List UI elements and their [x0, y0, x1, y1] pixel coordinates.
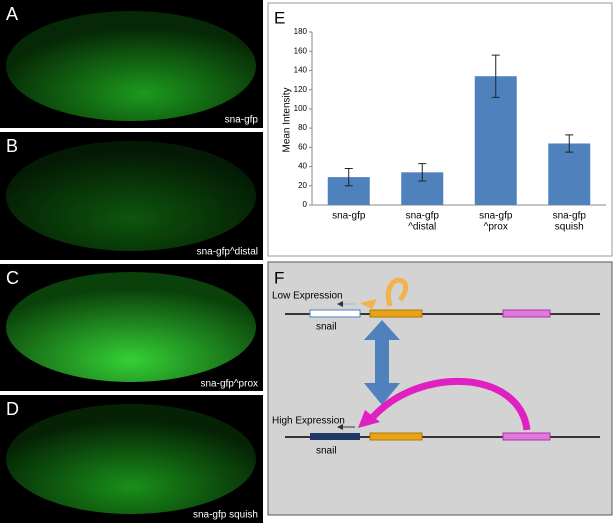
bar [548, 143, 591, 205]
label: snail [316, 446, 337, 457]
panel-label: E [274, 8, 285, 27]
label: Low Expression [272, 291, 343, 302]
error-bar [418, 163, 427, 182]
embryo [6, 272, 256, 382]
arrowhead [360, 299, 377, 309]
panel-label: F [274, 268, 284, 287]
caption: sna-gfp squish [193, 510, 258, 521]
diagram: Low Expression snail High Expression sna… [272, 277, 600, 457]
label: snail [316, 322, 337, 333]
gene-snail [309, 309, 361, 318]
x-tick-label: sna-gfp [332, 211, 366, 222]
x-tick-label: squish [555, 222, 584, 233]
y-tick-label: 100 [294, 104, 308, 113]
arrow [369, 377, 531, 431]
y-tick-label: 40 [298, 162, 307, 171]
y-tick-label: 60 [298, 142, 307, 151]
arrowhead [358, 410, 380, 428]
panel-label: B [6, 136, 18, 156]
double-arrow [364, 320, 400, 405]
y-tick-label: 80 [298, 123, 307, 132]
error-bar [344, 167, 353, 187]
x-tick-label: sna-gfp [479, 211, 513, 222]
enhancer-prox [502, 309, 551, 318]
caption: sna-gfp^distal [197, 247, 258, 258]
chart-frame [267, 2, 613, 257]
y-tick-label: 140 [294, 66, 308, 75]
y-tick-label: 20 [298, 181, 307, 190]
x-tick-label: ^prox [484, 222, 508, 233]
enhancer-prox [502, 432, 551, 441]
x-tick-label: ^distal [408, 222, 436, 233]
enhancer-distal [369, 309, 423, 318]
panel-label: A [6, 4, 18, 24]
error-bar [491, 54, 500, 98]
x-tick-label: sna-gfp [406, 211, 440, 222]
embryo [6, 141, 256, 251]
error-bar [565, 134, 574, 153]
panel-label: D [6, 399, 19, 419]
y-axis-label: Mean Intensity [282, 87, 293, 152]
y-tick-label: 0 [303, 200, 308, 209]
label: High Expression [272, 416, 345, 427]
caption: sna-gfp [225, 115, 259, 126]
image-panels [0, 0, 263, 523]
diagram-frame [267, 261, 613, 516]
gene-snail [310, 433, 360, 440]
y-tick-label: 160 [294, 46, 308, 55]
enhancer-distal [369, 432, 423, 441]
panel-label: C [6, 268, 19, 288]
caption: sna-gfp^prox [201, 379, 259, 390]
x-tick-label: sna-gfp [553, 211, 587, 222]
embryo [6, 404, 256, 514]
y-tick-label: 180 [294, 27, 308, 36]
arrow [385, 277, 409, 307]
embryo [6, 11, 256, 121]
y-tick-label: 120 [294, 85, 308, 94]
